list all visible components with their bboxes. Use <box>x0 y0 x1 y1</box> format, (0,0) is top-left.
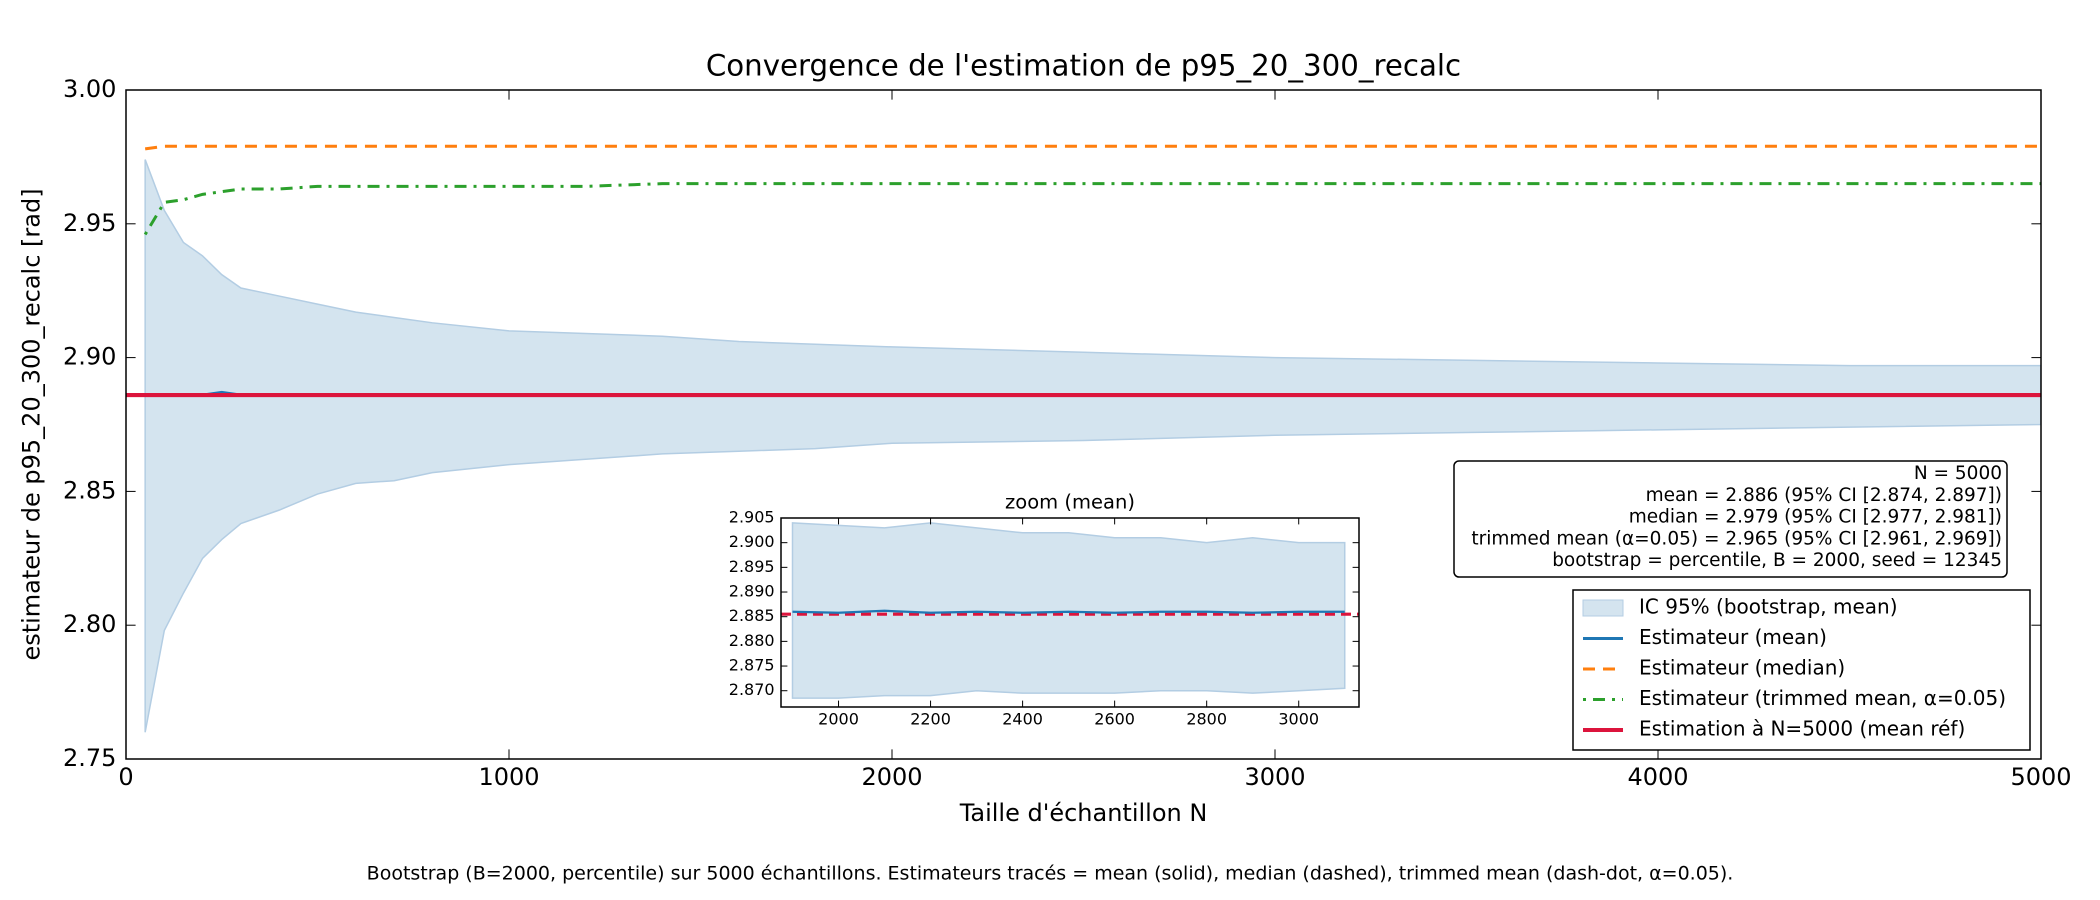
legend-label: IC 95% (bootstrap, mean) <box>1639 595 1898 619</box>
y-tick-label: 2.875 <box>729 656 775 675</box>
chart-title: Convergence de l'estimation de p95_20_30… <box>706 49 1461 83</box>
stats-text: trimmed mean (α=0.05) = 2.965 (95% CI [2… <box>1471 528 2002 549</box>
x-tick-label: 2400 <box>1002 709 1043 728</box>
axes-frame <box>125 89 2042 760</box>
x-tick-label: 2000 <box>818 709 859 728</box>
y-tick-label: 2.85 <box>63 476 116 504</box>
plot-content <box>126 144 2041 733</box>
y-tick-label: 2.885 <box>729 606 775 625</box>
stats-text: mean = 2.886 (95% CI [2.874, 2.897]) <box>1646 485 2002 506</box>
x-tick-label: 3000 <box>1278 709 1319 728</box>
series-line <box>143 182 2041 236</box>
stats-text: bootstrap = percentile, B = 2000, seed =… <box>1552 550 2002 571</box>
x-tick-label: 4000 <box>1627 763 1688 791</box>
x-tick-label: 1000 <box>478 763 539 791</box>
legend-box <box>1572 589 2031 751</box>
legend-label: Estimation à N=5000 (mean réf) <box>1639 717 1965 741</box>
stats-box <box>1453 460 2008 578</box>
x-tick-label: 2600 <box>1094 709 1135 728</box>
y-tick-label: 2.90 <box>63 343 116 371</box>
y-tick-label: 2.890 <box>729 582 775 601</box>
legend-label: Estimateur (trimmed mean, α=0.05) <box>1639 686 2006 710</box>
x-axis-label: Taille d'échantillon N <box>959 799 1208 827</box>
chart-title: zoom (mean) <box>1005 490 1135 513</box>
legend-label: Estimateur (mean) <box>1639 625 1827 649</box>
y-axis-label: estimateur de p95_20_300_recalc [rad] <box>17 188 45 660</box>
y-tick-label: 2.900 <box>729 532 775 551</box>
x-tick-label: 2800 <box>1186 709 1227 728</box>
y-tick-label: 2.80 <box>63 610 116 638</box>
stats-text: median = 2.979 (95% CI [2.977, 2.981]) <box>1629 507 2002 528</box>
stats-text: N = 5000 <box>1914 463 2002 484</box>
legend-swatch <box>1582 599 1624 617</box>
x-tick-label: 3000 <box>1244 763 1305 791</box>
y-tick-label: 2.870 <box>729 680 775 699</box>
x-tick-label: 5000 <box>2010 763 2071 791</box>
y-tick-label: 2.95 <box>63 209 116 237</box>
axes-frame <box>780 517 1360 708</box>
series-line <box>792 609 1345 614</box>
y-tick-label: 2.895 <box>729 557 775 576</box>
caption: Bootstrap (B=2000, percentile) sur 5000 … <box>367 863 1734 885</box>
y-tick-label: 2.880 <box>729 631 775 650</box>
x-tick-label: 0 <box>118 763 133 791</box>
y-tick-label: 2.75 <box>63 744 116 772</box>
plot-content <box>781 522 1359 699</box>
ci-band <box>791 522 1346 699</box>
y-tick-label: 3.00 <box>63 75 116 103</box>
x-tick-label: 2200 <box>910 709 951 728</box>
y-tick-label: 2.905 <box>729 508 775 527</box>
legend-label: Estimateur (median) <box>1639 656 1845 680</box>
series-line <box>144 144 2041 151</box>
x-tick-label: 2000 <box>861 763 922 791</box>
ci-band <box>144 159 2041 733</box>
